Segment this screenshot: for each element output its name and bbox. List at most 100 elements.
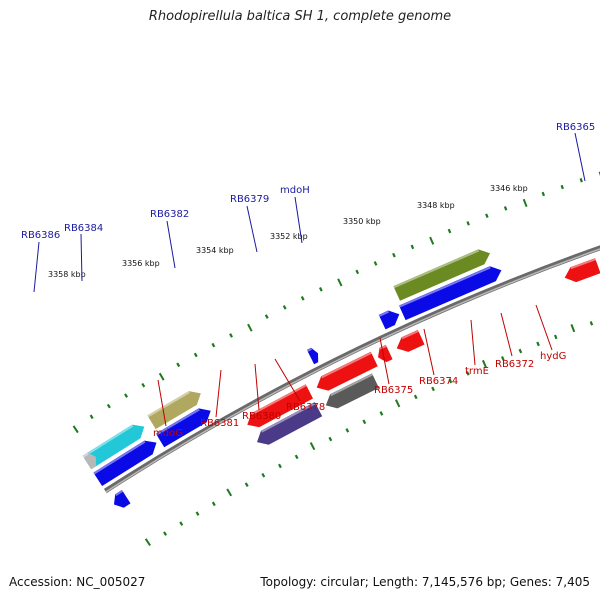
- outer-minor-tick: [300, 296, 305, 301]
- kbp-labels: 3346 kbp 3348 kbp 3350 kbp 3352 kbp 3354 kbp…: [48, 184, 528, 279]
- gene-label-mdoH[interactable]: mdoH: [280, 185, 310, 196]
- outer-minor-tick: [392, 252, 396, 258]
- gene-label-RB6365[interactable]: RB6365: [556, 122, 595, 133]
- kbp-tick-label: 3354 kbp: [196, 246, 234, 255]
- outer-major-tick: [429, 236, 435, 245]
- outer-minor-tick: [264, 314, 269, 319]
- outer-minor-tick: [124, 393, 129, 398]
- inner-minor-tick: [553, 334, 558, 340]
- leader-line-RB6380: [254, 363, 260, 411]
- outer-minor-tick: [410, 244, 415, 250]
- outer-minor-tick: [541, 191, 546, 197]
- gene-feature-RB6378[interactable]: [396, 329, 425, 352]
- gene-feature-RB6386[interactable]: [93, 440, 157, 486]
- outer-minor-tick: [447, 228, 452, 234]
- leader-line-mdoG: [157, 379, 167, 427]
- outer-minor-tick: [193, 352, 198, 358]
- outer-major-tick: [337, 278, 343, 287]
- kbp-tick-label: 3350 kbp: [343, 217, 381, 226]
- leader-line-RB6375: [379, 337, 390, 385]
- gene-label-RB6374[interactable]: RB6374: [419, 376, 458, 387]
- inner-major-tick: [144, 538, 151, 547]
- outer-minor-tick: [485, 213, 489, 219]
- gene-label-RB6379[interactable]: RB6379: [230, 194, 269, 205]
- inner-tick-track: [144, 321, 594, 547]
- inner-minor-tick: [518, 348, 523, 354]
- gene-label-hydG[interactable]: hydG: [540, 351, 566, 362]
- outer-minor-tick: [211, 342, 216, 348]
- inner-major-tick: [570, 324, 576, 333]
- leader-line-RB6372: [500, 312, 513, 357]
- gene-labels: RB6365 mdoH RB6379 RB6382 RB6384 RB6386 hydG RB…: [21, 122, 595, 439]
- outer-major-tick: [158, 372, 165, 381]
- inner-minor-tick: [413, 394, 418, 400]
- kbp-tick-label: 3358 kbp: [48, 270, 86, 279]
- outer-minor-tick: [579, 178, 583, 183]
- gene-feature-cyan[interactable]: [82, 424, 145, 470]
- inner-minor-tick: [431, 386, 435, 392]
- leader-line-trmE: [470, 319, 476, 366]
- gene-feature-small[interactable]: [378, 344, 393, 363]
- gene-label-RB6386[interactable]: RB6386: [21, 230, 60, 241]
- gene-feature-mdoH[interactable]: [399, 266, 502, 321]
- outer-minor-tick: [229, 333, 233, 338]
- gene-feature-RB6375[interactable]: [564, 258, 600, 283]
- inner-minor-tick: [500, 356, 505, 361]
- outer-major-tick: [247, 323, 253, 332]
- map-title: Rhodopirellula baltica SH 1, complete ge…: [148, 9, 452, 24]
- backbone-line: [103, 245, 600, 494]
- outer-minor-tick: [319, 287, 323, 292]
- gene-feature-blue-left[interactable]: [114, 489, 131, 508]
- gene-label-RB6382[interactable]: RB6382: [150, 209, 189, 220]
- inner-minor-tick: [244, 482, 249, 487]
- outer-major-tick: [72, 425, 79, 434]
- inner-minor-tick: [465, 371, 470, 376]
- leader-line-mdoH: [294, 196, 303, 244]
- inner-minor-tick: [211, 501, 216, 507]
- inner-minor-tick: [179, 521, 184, 526]
- inner-minor-tick: [195, 511, 200, 516]
- inner-minor-tick: [536, 341, 540, 347]
- outer-minor-tick: [89, 414, 94, 420]
- leader-line-RB6365: [574, 132, 586, 182]
- leader-line-RB6381: [215, 369, 222, 418]
- outer-major-tick: [522, 198, 528, 208]
- outer-minor-tick: [560, 184, 564, 190]
- gene-label-RB6378[interactable]: RB6378: [286, 402, 325, 413]
- leader-line-RB6386: [33, 241, 40, 293]
- inner-minor-tick: [163, 531, 168, 536]
- gene-feature-khaki[interactable]: [147, 391, 201, 430]
- gene-label-RB6380[interactable]: RB6380: [242, 411, 281, 422]
- inner-major-tick: [395, 399, 401, 408]
- outer-minor-tick: [373, 261, 378, 266]
- gene-label-RB6372[interactable]: RB6372: [495, 359, 534, 370]
- gene-label-RB6384[interactable]: RB6384: [64, 223, 103, 234]
- gene-label-trmE[interactable]: trmE: [465, 366, 489, 377]
- gene-label-RB6375[interactable]: RB6375: [374, 385, 413, 396]
- genome-summary-text: Topology: circular; Length: 7,145,576 bp…: [260, 575, 590, 589]
- inner-minor-tick: [261, 472, 266, 478]
- kbp-tick-label: 3346 kbp: [490, 184, 528, 193]
- gene-label-RB6381[interactable]: RB6381: [200, 418, 239, 429]
- inner-minor-tick: [589, 321, 594, 326]
- gene-feature-olive[interactable]: [393, 249, 490, 301]
- gene-feature-mdoG[interactable]: [257, 402, 323, 445]
- gene-feature-gray-left[interactable]: [82, 452, 97, 470]
- inner-minor-tick: [294, 454, 299, 460]
- gene-feature-RB6382[interactable]: [306, 347, 319, 365]
- gene-feature-RB6379[interactable]: [378, 310, 400, 330]
- gene-feature-darkgray[interactable]: [325, 373, 379, 409]
- gene-label-mdoG[interactable]: mdoG: [153, 428, 183, 439]
- leader-line-RB6379: [246, 205, 258, 253]
- inner-minor-tick: [379, 411, 384, 416]
- genome-backbone: [103, 245, 600, 494]
- outer-minor-tick: [282, 305, 287, 310]
- outer-tick-track: [72, 171, 600, 434]
- inner-minor-tick: [448, 378, 453, 384]
- outer-minor-tick: [141, 382, 146, 388]
- gene-feature-RB6380[interactable]: [316, 351, 378, 391]
- outer-minor-tick: [355, 269, 360, 275]
- backbone-highlight: [105, 248, 600, 493]
- gene-feature-RB6384[interactable]: [155, 408, 211, 448]
